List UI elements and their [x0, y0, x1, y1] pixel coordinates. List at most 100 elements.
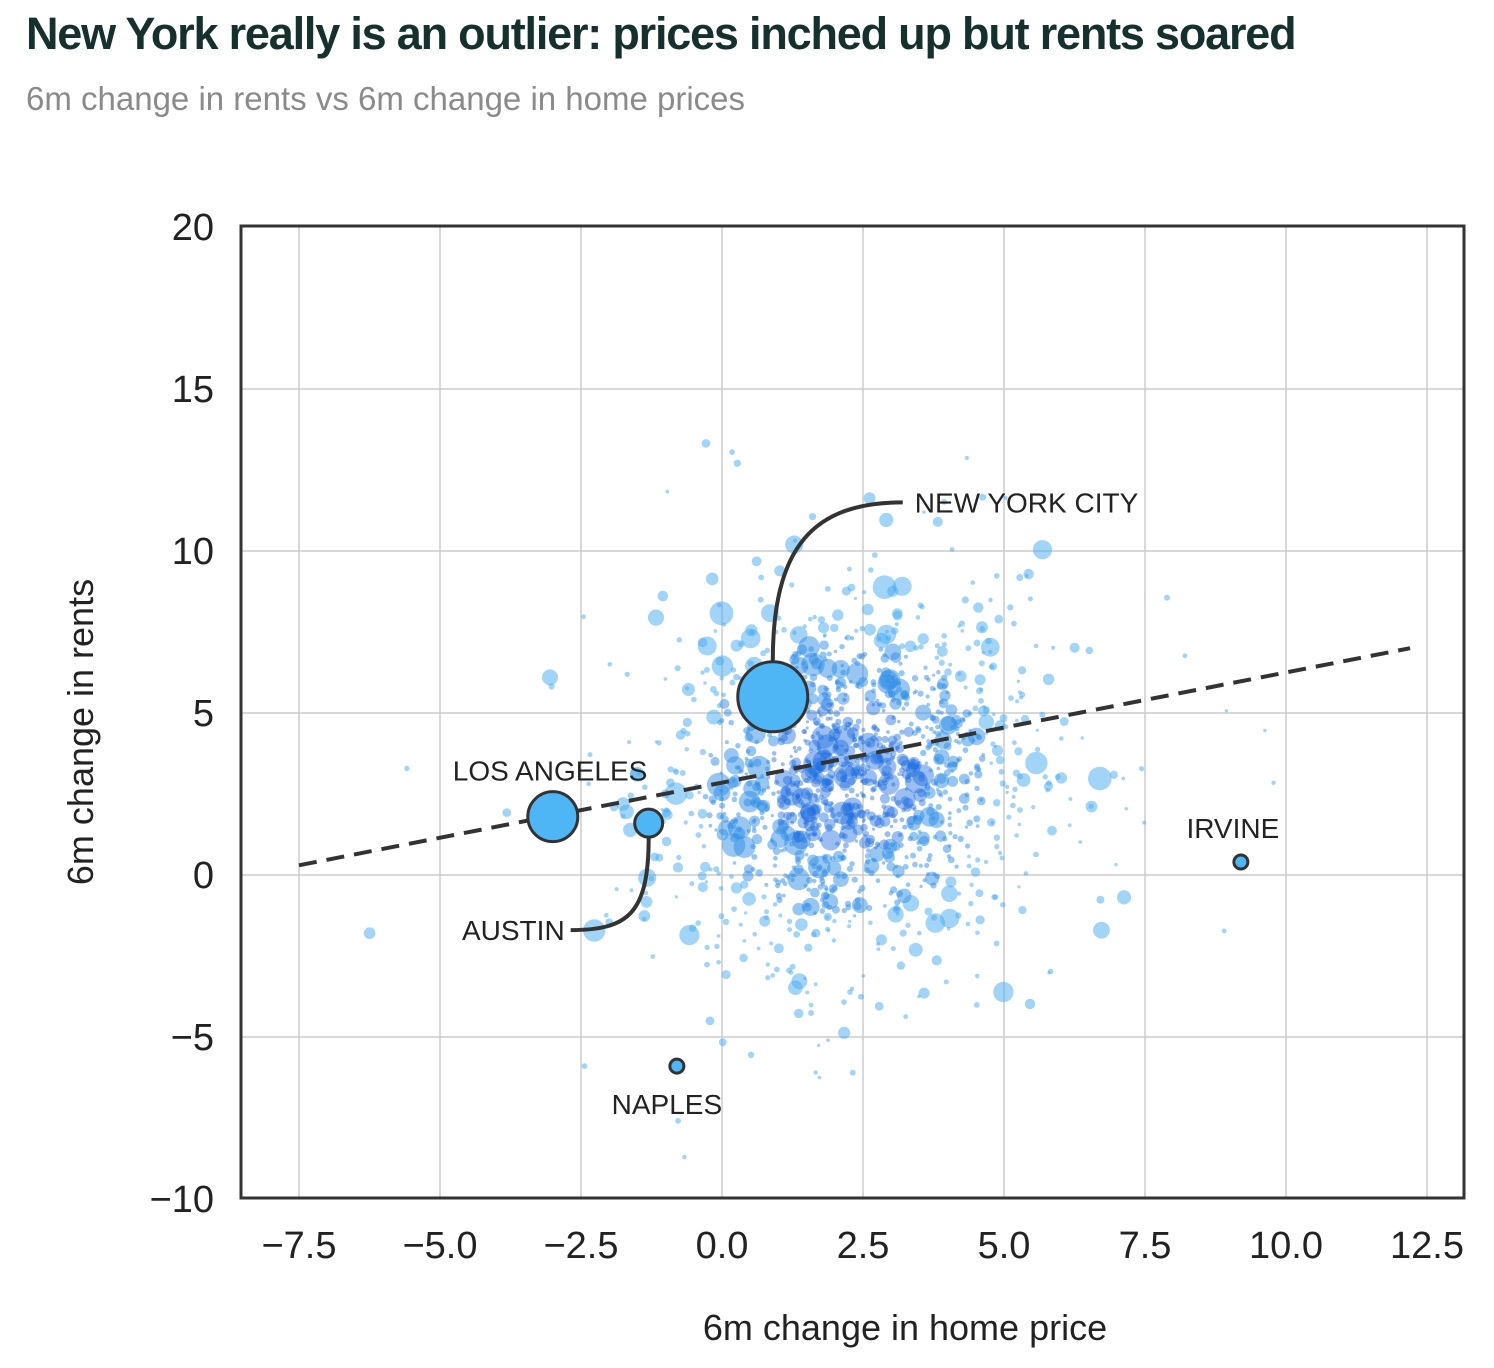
data-point — [685, 791, 694, 800]
data-point — [812, 774, 823, 785]
data-point — [780, 734, 788, 742]
data-point — [1093, 921, 1110, 939]
background-points — [363, 439, 1276, 1160]
data-point — [964, 455, 969, 461]
data-point — [807, 776, 813, 781]
data-point — [810, 734, 815, 739]
data-point — [782, 893, 786, 898]
data-point — [728, 719, 734, 726]
data-point — [800, 804, 816, 820]
data-point — [822, 691, 829, 698]
data-point — [978, 697, 984, 704]
data-point — [828, 716, 833, 721]
data-point — [910, 852, 917, 859]
data-point — [704, 944, 710, 951]
data-point — [932, 730, 937, 735]
data-point — [897, 772, 901, 777]
data-point — [854, 628, 859, 633]
data-point — [938, 716, 958, 735]
data-point — [827, 709, 834, 715]
data-point — [918, 799, 926, 807]
data-point — [877, 772, 900, 795]
data-point — [894, 788, 916, 810]
data-point — [828, 787, 833, 792]
data-point — [979, 493, 987, 501]
data-point — [999, 855, 1005, 861]
data-point — [809, 821, 820, 832]
data-point — [973, 639, 981, 647]
data-point — [914, 689, 918, 693]
data-point — [719, 676, 724, 681]
data-point — [876, 843, 881, 847]
data-point — [991, 745, 1004, 757]
data-point — [675, 730, 686, 740]
callout-label-naples: NAPLES — [612, 1089, 723, 1120]
data-point — [811, 658, 823, 670]
data-point — [699, 749, 707, 756]
data-point — [844, 793, 849, 798]
data-point — [758, 574, 765, 581]
y-tick-label: 15 — [172, 369, 214, 411]
data-point — [892, 865, 905, 878]
chart-title: New York really is an outlier: prices in… — [26, 8, 1297, 59]
data-point — [822, 893, 839, 910]
data-point — [824, 802, 828, 807]
data-point — [773, 855, 778, 861]
data-point — [978, 705, 989, 717]
data-point — [682, 1154, 687, 1160]
data-point — [822, 778, 831, 787]
data-point — [761, 788, 767, 793]
data-point — [738, 768, 744, 774]
data-point — [832, 725, 838, 731]
data-point — [828, 728, 841, 741]
data-point — [722, 622, 727, 627]
data-point — [855, 772, 862, 780]
data-point — [738, 922, 743, 927]
data-point — [995, 755, 1005, 765]
data-point — [869, 795, 875, 801]
data-point — [1014, 833, 1019, 838]
data-point — [770, 813, 774, 818]
data-point — [892, 610, 903, 621]
data-point — [845, 748, 849, 752]
data-point — [924, 862, 930, 869]
data-point — [957, 835, 964, 843]
data-point — [978, 714, 995, 730]
data-point — [861, 793, 866, 798]
data-point — [672, 862, 684, 873]
data-point — [804, 759, 809, 763]
data-point — [1068, 797, 1073, 801]
data-point — [854, 660, 861, 667]
data-point — [846, 817, 854, 825]
data-point — [899, 767, 906, 774]
data-point — [908, 942, 923, 957]
data-point — [817, 705, 829, 717]
data-point — [870, 735, 877, 742]
data-point — [828, 786, 834, 792]
data-point — [886, 806, 899, 819]
data-point — [713, 866, 720, 873]
data-point — [721, 970, 731, 980]
data-point — [810, 887, 820, 898]
data-point — [706, 709, 722, 725]
data-point — [936, 790, 943, 796]
data-point — [884, 831, 891, 838]
data-point — [820, 797, 829, 805]
data-point — [787, 927, 792, 933]
data-point — [685, 686, 690, 691]
data-point — [879, 783, 888, 791]
data-point — [1080, 736, 1084, 740]
data-point — [904, 701, 910, 707]
data-point — [708, 823, 713, 828]
data-point — [920, 749, 927, 757]
data-point — [819, 838, 823, 843]
data-point — [804, 820, 815, 832]
data-point — [708, 867, 713, 872]
data-point — [979, 625, 986, 632]
data-point — [1069, 642, 1080, 653]
data-point — [981, 650, 985, 655]
data-point — [962, 709, 971, 718]
data-point — [1224, 709, 1229, 713]
data-point — [818, 768, 823, 774]
data-point — [795, 784, 800, 789]
